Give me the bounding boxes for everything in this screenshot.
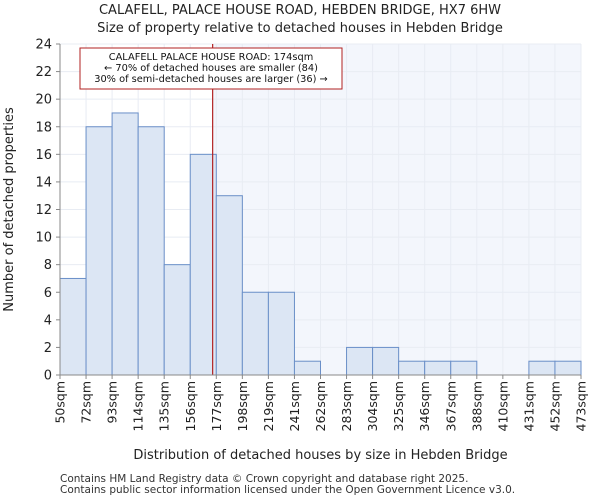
histogram-bar	[85, 126, 113, 376]
y-tick-label: 14	[35, 175, 52, 190]
x-tick-label: 431sqm	[521, 381, 536, 431]
x-tick-label: 367sqm	[443, 381, 458, 431]
x-tick-label: 283sqm	[339, 381, 354, 431]
histogram-bar	[111, 112, 139, 376]
x-tick-label: 473sqm	[574, 381, 589, 431]
y-tick-label: 24	[35, 38, 52, 53]
annotation-line-1: CALAFELL PALACE HOUSE ROAD: 174sqm	[109, 52, 313, 63]
x-tick-label: 410sqm	[495, 381, 510, 431]
x-tick-label: 325sqm	[391, 381, 406, 431]
x-tick-label: 177sqm	[209, 381, 224, 431]
y-tick-label: 12	[35, 203, 52, 218]
histogram-bar	[59, 277, 87, 376]
x-tick-label: 346sqm	[417, 381, 432, 431]
x-tick-label: 135sqm	[157, 381, 172, 431]
x-tick-label: 452sqm	[547, 381, 562, 431]
x-tick-label: 262sqm	[313, 381, 328, 431]
histogram-bar	[215, 195, 243, 376]
y-tick-label: 0	[44, 369, 52, 384]
y-tick-label: 16	[35, 148, 52, 163]
x-tick-labels: 50sqm 72sqm 93sqm 114sqm 135sqm 156sqm 177sqm 1…	[53, 375, 589, 431]
histogram-bar	[189, 153, 217, 376]
y-tick-label: 4	[44, 313, 52, 328]
histogram-bar	[267, 291, 295, 376]
x-tick-label: 93sqm	[105, 381, 120, 424]
y-axis-label: Number of detached properties	[2, 107, 17, 312]
histogram-bar	[398, 360, 426, 376]
histogram-bar	[528, 360, 556, 376]
y-tick-label: 20	[35, 93, 52, 108]
y-tick-label: 6	[44, 286, 52, 301]
x-tick-label: 114sqm	[131, 381, 146, 431]
histogram-bar	[372, 346, 400, 376]
annotation-line-2: ← 70% of detached houses are smaller (84…	[104, 63, 318, 74]
x-axis-label: Distribution of detached houses by size …	[133, 448, 507, 463]
x-tick-label: 219sqm	[261, 381, 276, 431]
footer-licence: Contains public sector information licen…	[60, 484, 516, 496]
annotation-box: CALAFELL PALACE HOUSE ROAD: 174sqm ← 70%…	[79, 47, 343, 90]
histogram-bar	[424, 360, 452, 376]
x-tick-label: 72sqm	[79, 381, 94, 424]
x-tick-label: 50sqm	[53, 381, 68, 424]
histogram-bar	[241, 291, 269, 376]
y-tick-label: 18	[35, 120, 52, 135]
annotation-frame	[79, 47, 343, 90]
x-tick-label: 198sqm	[235, 381, 250, 431]
histogram-bar	[137, 126, 165, 376]
y-tick-label: 8	[44, 258, 52, 273]
x-tick-label: 304sqm	[365, 381, 380, 431]
histogram-bar	[346, 346, 374, 376]
x-tick-label: 388sqm	[469, 381, 484, 431]
histogram-bar	[450, 360, 478, 376]
annotation-line-3: 30% of semi-detached houses are larger (…	[94, 74, 328, 85]
y-tick-label: 10	[35, 231, 52, 246]
histogram-bar	[163, 264, 191, 376]
y-tick-label: 22	[35, 65, 52, 80]
histogram-bar	[554, 360, 582, 376]
histogram-bar	[293, 360, 322, 376]
y-tick-label: 2	[44, 341, 52, 356]
chart-title-subtitle: Size of property relative to detached ho…	[97, 21, 503, 36]
bars	[59, 112, 582, 376]
x-tick-label: 241sqm	[287, 381, 302, 431]
chart-title-address: CALAFELL, PALACE HOUSE ROAD, HEBDEN BRID…	[98, 3, 502, 18]
footer-copyright: Contains HM Land Registry data © Crown c…	[60, 473, 469, 485]
x-tick-label: 156sqm	[183, 381, 198, 431]
